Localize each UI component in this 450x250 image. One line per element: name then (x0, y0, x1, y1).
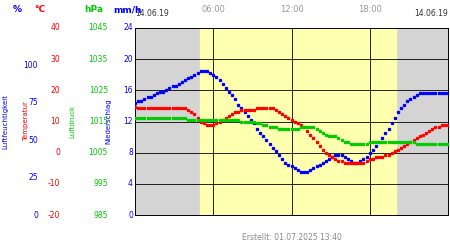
Text: mm/h: mm/h (113, 5, 141, 14)
Text: °C: °C (34, 5, 45, 14)
Text: 06:00: 06:00 (201, 5, 225, 14)
Text: 18:00: 18:00 (358, 5, 382, 14)
Text: 12:00: 12:00 (279, 5, 303, 14)
Text: 10: 10 (50, 117, 60, 126)
Text: 14.06.19: 14.06.19 (414, 9, 448, 18)
Text: -20: -20 (48, 210, 60, 220)
Text: 1025: 1025 (89, 86, 108, 95)
Text: 0: 0 (33, 210, 38, 220)
Text: -10: -10 (48, 179, 60, 188)
Text: 30: 30 (50, 55, 60, 64)
Text: 995: 995 (94, 179, 108, 188)
Text: 0: 0 (128, 210, 133, 220)
Text: 985: 985 (94, 210, 108, 220)
Bar (200, 28, 396, 215)
Text: Erstellt: 01.07.2025 13:40: Erstellt: 01.07.2025 13:40 (242, 233, 342, 242)
Text: 4: 4 (128, 179, 133, 188)
Text: 8: 8 (128, 148, 133, 157)
Text: Luftdruck: Luftdruck (69, 105, 75, 138)
Text: 14.06.19: 14.06.19 (135, 9, 169, 18)
Text: 0: 0 (55, 148, 60, 157)
Text: 1045: 1045 (89, 24, 108, 32)
Text: 75: 75 (28, 98, 38, 107)
Text: 25: 25 (28, 173, 38, 182)
Text: 50: 50 (28, 136, 38, 145)
Text: 20: 20 (50, 86, 60, 95)
Text: Temperatur: Temperatur (23, 102, 29, 141)
Text: hPa: hPa (84, 5, 103, 14)
Text: %: % (13, 5, 22, 14)
Text: 40: 40 (50, 24, 60, 32)
Text: 20: 20 (123, 55, 133, 64)
Text: 12: 12 (123, 117, 133, 126)
Text: Luftfeuchtigkeit: Luftfeuchtigkeit (2, 94, 9, 149)
Text: 16: 16 (123, 86, 133, 95)
Text: 1035: 1035 (89, 55, 108, 64)
Text: 24: 24 (123, 24, 133, 32)
Text: 100: 100 (23, 61, 38, 70)
Text: 1005: 1005 (89, 148, 108, 157)
Text: 1015: 1015 (89, 117, 108, 126)
Text: Niederschlag: Niederschlag (105, 99, 111, 144)
